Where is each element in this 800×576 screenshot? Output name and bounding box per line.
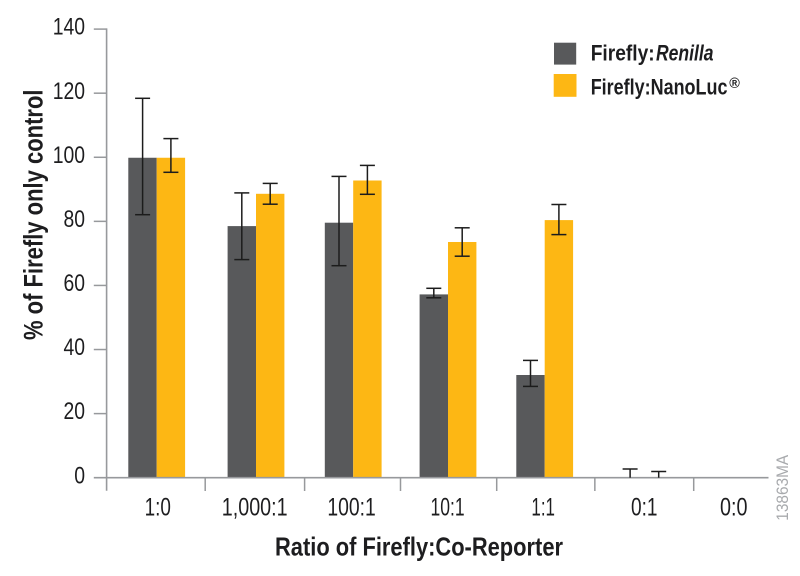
svg-text:1:0: 1:0 xyxy=(145,494,171,522)
svg-text:1:1: 1:1 xyxy=(531,494,555,522)
svg-text:Ratio of Firefly:Co-Reporter: Ratio of Firefly:Co-Reporter xyxy=(275,532,563,562)
svg-text:0: 0 xyxy=(74,462,85,489)
svg-text:Renilla: Renilla xyxy=(656,40,714,65)
svg-text:80: 80 xyxy=(64,206,86,233)
svg-text:0:0: 0:0 xyxy=(720,494,748,522)
svg-text:20: 20 xyxy=(64,398,86,425)
svg-text:Firefly:: Firefly: xyxy=(591,40,655,65)
svg-text:120: 120 xyxy=(53,78,85,105)
svg-text:100:1: 100:1 xyxy=(327,494,375,522)
svg-text:1,000:1: 1,000:1 xyxy=(222,494,288,522)
svg-text:% of Firefly only control: % of Firefly only control xyxy=(18,90,48,341)
svg-text:100: 100 xyxy=(53,142,85,169)
svg-text:13863MA: 13863MA xyxy=(773,454,792,520)
svg-text:0:1: 0:1 xyxy=(631,494,658,522)
svg-text:140: 140 xyxy=(53,14,85,41)
svg-text:10:1: 10:1 xyxy=(431,494,465,522)
svg-text:60: 60 xyxy=(64,270,86,297)
svg-text:®: ® xyxy=(729,76,740,92)
svg-text:Firefly:NanoLuc: Firefly:NanoLuc xyxy=(591,75,728,100)
svg-text:40: 40 xyxy=(64,334,86,361)
